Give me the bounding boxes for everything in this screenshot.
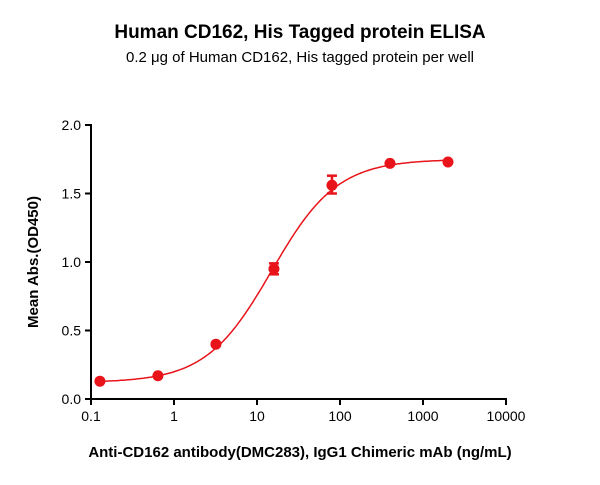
x-tick-label: 100 <box>328 408 352 424</box>
data-point <box>152 370 164 382</box>
x-tick-label: 0.1 <box>81 408 101 424</box>
data-point <box>210 338 222 350</box>
y-axis-label: Mean Abs.(OD450) <box>25 196 42 328</box>
data-point <box>442 156 454 168</box>
chart-title: Human CD162, His Tagged protein ELISA <box>114 22 486 43</box>
x-tick-label: 10000 <box>487 408 526 424</box>
data-point <box>326 179 338 191</box>
data-point <box>384 157 396 169</box>
y-tick-label: 0.0 <box>62 391 82 407</box>
y-tick-label: 0.5 <box>62 323 82 339</box>
data-point <box>94 375 106 387</box>
x-tick-label: 10 <box>249 408 265 424</box>
chart-subtitle: 0.2 μg of Human CD162, His tagged protei… <box>126 49 474 66</box>
y-tick-label: 1.5 <box>62 186 82 202</box>
y-tick-label: 2.0 <box>62 117 82 133</box>
data-point <box>268 263 280 275</box>
x-axis-label: Anti-CD162 antibody(DMC283), IgG1 Chimer… <box>88 444 511 461</box>
y-tick-label: 1.0 <box>62 254 82 270</box>
x-tick-label: 1000 <box>407 408 438 424</box>
x-tick-label: 1 <box>170 408 178 424</box>
